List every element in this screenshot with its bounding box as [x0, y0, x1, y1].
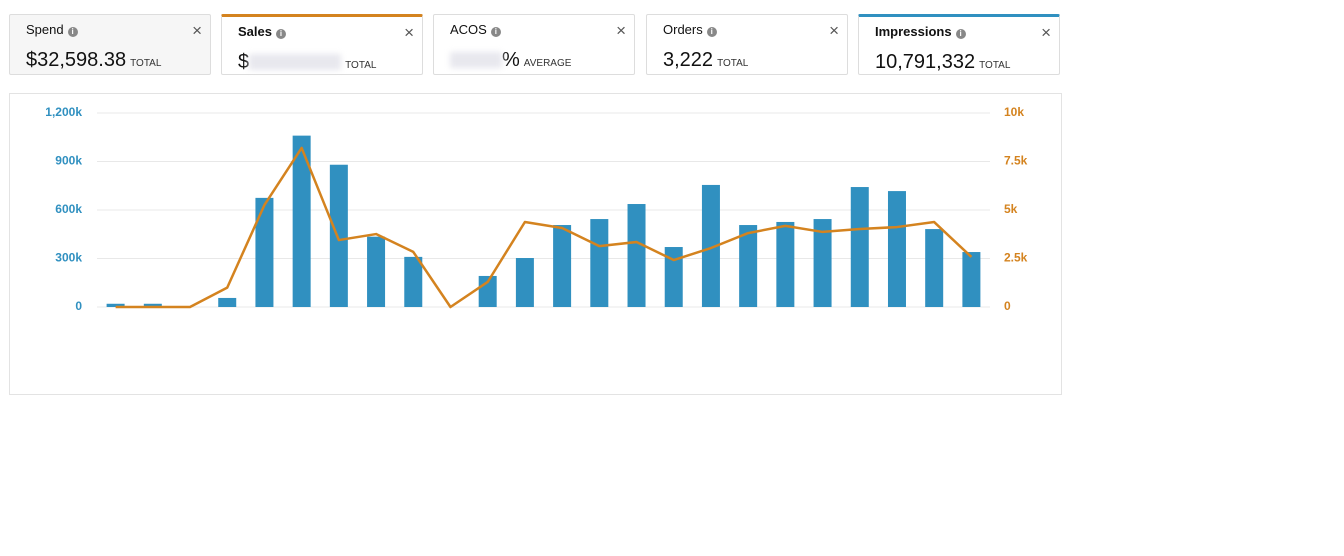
bar: [590, 219, 609, 307]
card-unit: TOTAL: [130, 58, 162, 69]
metric-card[interactable]: Impressions i × 10,791,332 TOTAL: [858, 14, 1060, 75]
info-icon[interactable]: i: [706, 27, 717, 37]
bar: [813, 219, 832, 307]
card-title-text: ACOS: [450, 22, 487, 37]
metric-card[interactable]: Sales i × $ TOTAL: [221, 14, 423, 75]
metric-card[interactable]: ACOS i ×% AVERAGE: [433, 14, 635, 75]
close-button[interactable]: ×: [829, 21, 839, 40]
card-value-text: $: [238, 51, 250, 73]
card-title: Impressions i: [875, 24, 966, 39]
chart-panel: [9, 93, 1062, 395]
y-tick-label: 900k: [55, 154, 82, 168]
y-tick-label: 1,200k: [45, 105, 82, 119]
close-button[interactable]: ×: [1041, 23, 1051, 42]
card-title-text: Orders: [663, 22, 703, 37]
y2-tick-label: 2.5k: [1004, 251, 1028, 265]
card-title: ACOS i: [450, 22, 501, 37]
card-value: 10,791,332 TOTAL: [875, 51, 1010, 74]
card-title-text: Impressions: [875, 24, 952, 39]
bar: [850, 187, 869, 307]
bar: [776, 221, 795, 307]
card-value-text: $32,598.38: [26, 49, 127, 71]
y2-tick-label: 7.5k: [1004, 154, 1028, 168]
y2-tick-label: 5k: [1004, 202, 1018, 216]
line: [115, 146, 973, 309]
close-button[interactable]: ×: [192, 21, 202, 40]
bar: [962, 252, 981, 307]
card-value-text: 3,222: [663, 49, 714, 71]
card-title: Orders i: [663, 22, 717, 37]
bar: [404, 256, 423, 307]
card-value: 3,222 TOTAL: [663, 49, 748, 72]
bar: [218, 297, 237, 307]
close-button[interactable]: ×: [404, 23, 414, 42]
close-button[interactable]: ×: [616, 21, 626, 40]
bar: [553, 225, 572, 307]
card-unit: TOTAL: [717, 58, 749, 69]
card-value: $ TOTAL: [238, 51, 376, 74]
card-title-text: Spend: [26, 22, 64, 37]
card-title-text: Sales: [238, 24, 272, 39]
card-unit: AVERAGE: [523, 58, 572, 69]
blurred-value: [249, 54, 342, 70]
bar: [106, 303, 125, 307]
metric-card[interactable]: Spend i × $32,598.38 TOTAL: [9, 14, 211, 75]
bar: [925, 229, 944, 307]
bar: [143, 303, 162, 307]
info-icon[interactable]: i: [955, 29, 966, 39]
bar: [664, 247, 683, 307]
bar: [329, 164, 348, 307]
card-value: $32,598.38 TOTAL: [26, 49, 161, 72]
card-value-text: 10,791,332: [875, 51, 976, 73]
y-tick-label: 0: [75, 299, 82, 313]
card-value-text: %: [502, 49, 520, 71]
info-icon[interactable]: i: [67, 27, 78, 37]
bar: [701, 184, 720, 307]
y-tick-label: 600k: [55, 202, 82, 216]
card-unit: TOTAL: [345, 60, 377, 71]
y2-tick-label: 0: [1004, 299, 1011, 313]
bar: [367, 236, 386, 307]
card-unit: TOTAL: [979, 60, 1011, 71]
card-value: % AVERAGE: [450, 49, 571, 72]
bar: [292, 135, 311, 307]
blurred-value: [450, 52, 502, 68]
y2-tick-label: 10k: [1004, 105, 1024, 119]
info-icon[interactable]: i: [275, 29, 286, 39]
bar: [739, 225, 758, 307]
bar: [255, 197, 274, 307]
card-title: Spend i: [26, 22, 78, 37]
bar: [627, 204, 646, 307]
info-icon[interactable]: i: [490, 27, 501, 37]
bar: [515, 258, 534, 307]
bar: [887, 191, 906, 307]
y-tick-label: 300k: [55, 251, 82, 265]
metric-card[interactable]: Orders i × 3,222 TOTAL: [646, 14, 848, 75]
card-title: Sales i: [238, 24, 286, 39]
